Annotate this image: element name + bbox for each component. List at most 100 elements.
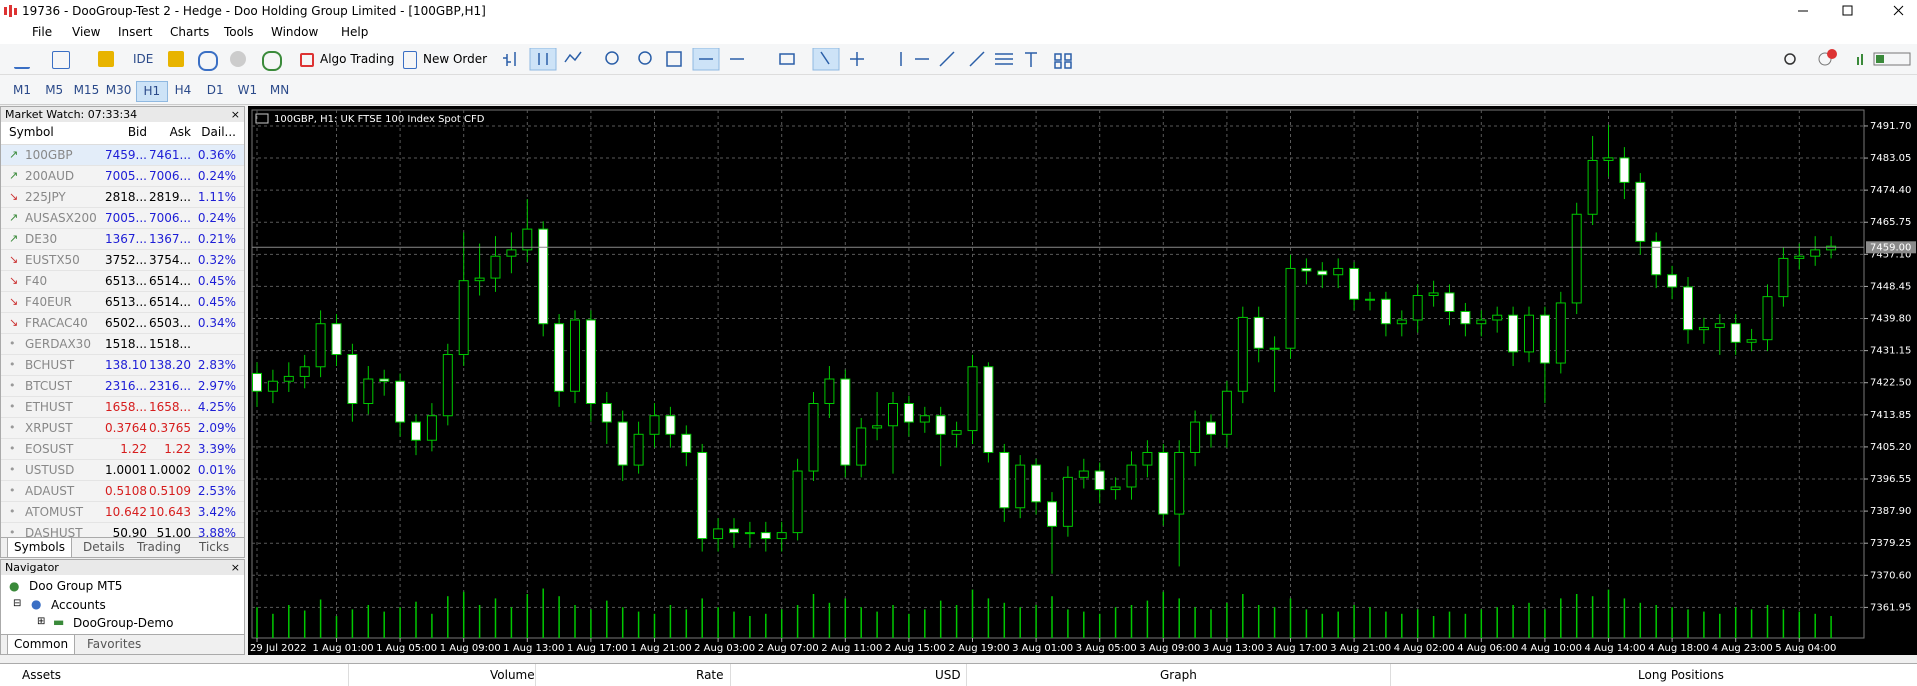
algo-trading-button[interactable]: Algo Trading	[320, 52, 395, 66]
x-tick-label: 4 Aug 02:00	[1394, 643, 1455, 654]
market-watch-row[interactable]: ↗ 100GBP 7459... 7461... 0.36%	[1, 145, 244, 166]
chart: 100GBP, H1: UK FTSE 100 Index Spot CFD 7…	[250, 109, 1916, 654]
tree-toggle[interactable]: ⊞	[37, 616, 46, 627]
new-order-button[interactable]: New Order	[423, 52, 488, 66]
market-watch-row[interactable]: • ATOMUST 10.642 10.643 3.42%	[1, 502, 244, 523]
menu-item[interactable]: View	[72, 25, 101, 39]
menu-item[interactable]: Help	[341, 25, 369, 39]
algo-trading-icon[interactable]	[300, 53, 314, 67]
y-tick-label: 7387.90	[1870, 506, 1911, 517]
ide-button[interactable]: IDE	[133, 52, 154, 66]
column-header[interactable]: Rate	[696, 668, 724, 682]
trading-button[interactable]	[98, 51, 114, 67]
timeframe-button[interactable]: W1	[237, 83, 258, 97]
market-watch-row[interactable]: • DASHUST 50.90 51.00 3.88%	[1, 523, 244, 537]
timeframe-button[interactable]: H1	[135, 81, 168, 102]
market-watch-row[interactable]: ↘ F40 6513... 6514... 0.45%	[1, 271, 244, 292]
market-watch-row[interactable]: ↘ 225JPY 2818... 2819... 1.11%	[1, 187, 244, 208]
market-watch-row[interactable]: • USTUSD 1.0001 1.0002 0.01%	[1, 460, 244, 481]
community-button[interactable]	[262, 51, 282, 71]
column-header[interactable]: Volume	[490, 668, 535, 682]
market-watch-row[interactable]: • BCHUST 138.10 138.20 2.83%	[1, 355, 244, 376]
candle-body	[1571, 213, 1582, 304]
panel-title-bar: Market Watch: 07:33:34 ×	[1, 107, 244, 122]
menu-item[interactable]: Window	[271, 25, 319, 39]
tab[interactable]: Common	[7, 635, 76, 654]
menu-item[interactable]: Tools	[224, 25, 254, 39]
timeframe-button[interactable]: M15	[73, 83, 100, 97]
column-header[interactable]: Assets	[22, 668, 62, 682]
new-chart-button[interactable]	[14, 51, 30, 69]
menu-item[interactable]: File	[32, 25, 53, 39]
signals-button[interactable]	[198, 51, 218, 71]
candle-body	[1428, 292, 1439, 297]
tab[interactable]: Details	[83, 540, 125, 554]
column-header[interactable]: Bid	[127, 125, 147, 139]
timeframe-button[interactable]: H4	[174, 83, 192, 97]
candle-body	[983, 366, 994, 453]
timeframe-button[interactable]: M5	[45, 83, 64, 97]
column-header[interactable]: Long Positions	[1638, 668, 1724, 682]
market-watch-row[interactable]: ↗ DE30 1367... 1367... 0.21%	[1, 229, 244, 250]
menu-item[interactable]: Charts	[170, 25, 210, 39]
timeframe-button[interactable]: D1	[206, 83, 224, 97]
trend-icon: ↘	[9, 190, 19, 203]
market-watch-row[interactable]: • ADAUST 0.5108 0.5109 2.53%	[1, 481, 244, 502]
candle-body	[474, 277, 485, 282]
candle-body	[681, 433, 692, 453]
chart-tools[interactable]	[495, 48, 1115, 72]
candle-body	[1285, 267, 1296, 349]
close-button[interactable]: ×	[230, 561, 240, 574]
navigator-item[interactable]: Doo Group MT5	[29, 579, 123, 593]
timeframe-button[interactable]: M1	[13, 83, 31, 97]
candle-body	[442, 354, 453, 417]
x-tick-label: 1 Aug 05:00	[376, 643, 437, 654]
candle-body	[299, 366, 310, 377]
candle-body	[1380, 298, 1391, 325]
menu-item[interactable]: Insert	[118, 25, 153, 39]
ask: 1.0002	[149, 463, 191, 477]
daily-change: 3.39%	[197, 442, 236, 456]
column-header[interactable]: Symbol	[9, 125, 54, 139]
new-order-icon[interactable]	[403, 51, 417, 69]
market-watch-row[interactable]: ↗ AUSASX200 7005... 7006... 0.24%	[1, 208, 244, 229]
tab[interactable]: Trading	[137, 540, 182, 554]
market-button[interactable]	[168, 51, 184, 67]
tab[interactable]: Ticks	[199, 540, 230, 554]
column-header[interactable]: Graph	[1160, 668, 1197, 682]
status-icons[interactable]	[1778, 49, 1917, 71]
market-watch-row[interactable]: ↘ F40EUR 6513... 6514... 0.45%	[1, 292, 244, 313]
market-watch-row[interactable]: ↘ EUSTX50 3752... 3754... 0.32%	[1, 250, 244, 271]
candle-body	[1587, 159, 1598, 215]
close-button[interactable]: ×	[230, 108, 240, 121]
market-watch-row[interactable]: • EOSUST 1.22 1.22 3.39%	[1, 439, 244, 460]
market-watch-row[interactable]: • XRPUST 0.3764 0.3765 2.09%	[1, 418, 244, 439]
navigator-item[interactable]: Accounts	[51, 598, 106, 612]
market-watch-row[interactable]: • ETHUST 1658... 1658... 4.25%	[1, 397, 244, 418]
timeframe-button[interactable]: MN	[269, 83, 290, 97]
candle-body	[1714, 323, 1725, 328]
profiles-button[interactable]	[52, 51, 70, 69]
column-header[interactable]: Ask	[169, 125, 191, 139]
timeframe-button[interactable]: M30	[105, 83, 132, 97]
vps-button[interactable]	[230, 51, 246, 67]
column-header[interactable]: Dail...	[201, 125, 236, 139]
navigator-item[interactable]: DooGroup-Demo	[73, 616, 174, 630]
market-watch-row[interactable]: ↗ 200AUD 7005... 7006... 0.24%	[1, 166, 244, 187]
ask: 2819...	[149, 190, 191, 204]
ask: 6514...	[149, 295, 191, 309]
candle-body	[331, 323, 342, 356]
column-header[interactable]: USD	[935, 668, 961, 682]
trend-icon: •	[9, 337, 16, 350]
tab[interactable]: Symbols	[7, 538, 72, 557]
tree-toggle[interactable]: ⊟	[13, 598, 22, 609]
market-watch-row[interactable]: • BTCUST 2316... 2316... 2.97%	[1, 376, 244, 397]
trend-icon: ↗	[9, 169, 19, 182]
candle-body	[840, 378, 851, 466]
tab[interactable]: Favorites	[87, 637, 142, 651]
market-watch-row[interactable]: ↘ FRACAC40 6502... 6503... 0.34%	[1, 313, 244, 334]
trend-icon: •	[9, 421, 16, 434]
ask: 1.22	[164, 442, 191, 456]
market-watch-row[interactable]: • GERDAX30 1518... 1518...	[1, 334, 244, 355]
window-controls[interactable]	[1790, 0, 1917, 22]
